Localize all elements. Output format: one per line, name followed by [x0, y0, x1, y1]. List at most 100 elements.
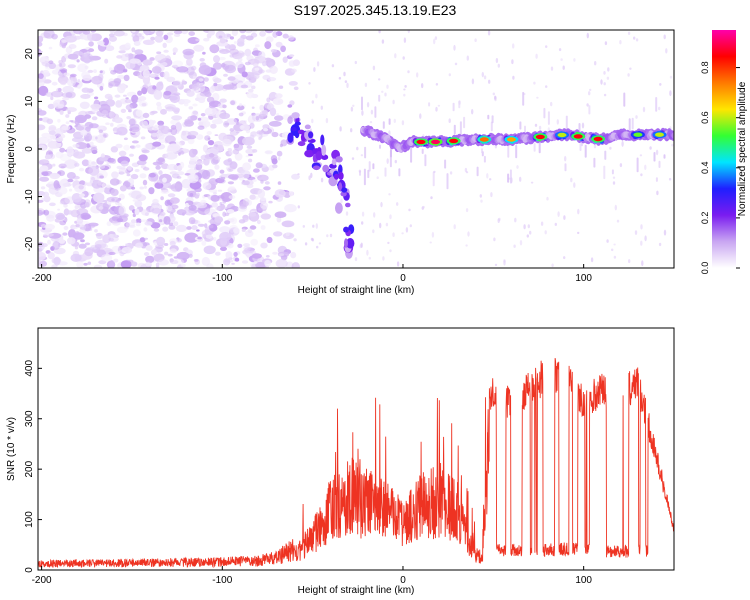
- noise-blob: [102, 132, 109, 138]
- noise-blob: [118, 83, 127, 91]
- noise-blob: [264, 30, 274, 34]
- noise-blob: [116, 218, 124, 223]
- noise-blob: [151, 132, 158, 137]
- noise-blob: [219, 112, 231, 120]
- noise-blob: [67, 237, 76, 245]
- noise-blob: [251, 85, 256, 90]
- faint-blob: [471, 108, 474, 115]
- noise-blob: [248, 212, 257, 217]
- noise-blob: [126, 116, 132, 120]
- faint-blob: [649, 146, 652, 150]
- noise-blob: [104, 58, 109, 64]
- faint-blob: [495, 58, 499, 63]
- faint-blob: [471, 78, 475, 85]
- noise-blob: [80, 53, 94, 63]
- noise-blob: [228, 174, 239, 180]
- noise-blob: [250, 238, 258, 246]
- noise-blob: [40, 186, 46, 190]
- noise-blob: [169, 248, 177, 254]
- faint-blob: [621, 140, 624, 147]
- faint-blob: [535, 53, 538, 59]
- noise-blob: [193, 259, 199, 262]
- noise-blob: [53, 180, 60, 189]
- noise-blob: [54, 133, 61, 138]
- noise-blob: [118, 50, 126, 54]
- faint-blob: [613, 243, 616, 246]
- noise-blob: [76, 261, 84, 268]
- faint-blob: [612, 181, 616, 185]
- faint-blob: [604, 41, 608, 46]
- noise-blob: [260, 179, 264, 184]
- faint-blob: [384, 92, 387, 97]
- faint-blob: [627, 31, 631, 35]
- faint-blob: [466, 55, 469, 61]
- noise-blob: [151, 126, 160, 131]
- faint-blob: [612, 176, 616, 179]
- faint-blob: [558, 48, 562, 52]
- noise-blob: [139, 237, 146, 243]
- faint-blob: [663, 229, 667, 236]
- noise-blob: [234, 152, 243, 161]
- faint-blob: [350, 106, 354, 112]
- noise-blob: [128, 205, 135, 211]
- faint-blob: [316, 245, 319, 249]
- noise-blob: [49, 172, 61, 180]
- noise-blob: [223, 258, 231, 266]
- noise-blob: [73, 30, 84, 35]
- faint-blob: [519, 240, 523, 246]
- noise-blob: [156, 158, 166, 165]
- noise-blob: [276, 216, 282, 223]
- noise-blob: [262, 74, 271, 80]
- noise-blob: [257, 207, 263, 212]
- noise-blob: [238, 112, 244, 117]
- noise-blob: [102, 199, 108, 203]
- faint-blob: [449, 171, 453, 175]
- noise-blob: [270, 49, 277, 53]
- faint-blob: [308, 175, 311, 181]
- noise-blob: [249, 194, 256, 200]
- noise-blob: [118, 167, 128, 174]
- noise-blob: [98, 129, 104, 133]
- noise-blob: [111, 171, 119, 179]
- noise-blob: [104, 93, 113, 100]
- noise-blob: [204, 153, 219, 160]
- streak: [611, 169, 614, 175]
- faint-blob: [642, 106, 646, 113]
- faint-blob: [320, 177, 324, 183]
- faint-blob: [486, 173, 489, 179]
- streak: [364, 146, 367, 159]
- noise-blob: [158, 136, 166, 144]
- noise-blob: [139, 186, 144, 190]
- noise-blob: [273, 231, 283, 237]
- noise-blob: [103, 37, 109, 46]
- faint-blob: [573, 182, 576, 188]
- faint-blob: [366, 249, 369, 256]
- noise-blob: [64, 159, 78, 169]
- noise-blob: [113, 117, 123, 124]
- faint-blob: [454, 62, 458, 66]
- noise-blob: [106, 184, 111, 188]
- noise-blob: [116, 226, 128, 233]
- snr-y-tick-label: 200: [24, 460, 35, 477]
- noise-blob: [59, 201, 65, 205]
- spectrogram-x-ticks: -200 -100 0 100: [32, 264, 592, 284]
- noise-blob: [113, 130, 117, 133]
- faint-blob: [434, 36, 438, 40]
- faint-blob: [465, 244, 468, 247]
- noise-blob: [50, 96, 54, 101]
- noise-blob: [263, 127, 269, 132]
- noise-blob: [186, 66, 195, 76]
- faint-blob: [315, 93, 318, 99]
- noise-blob: [172, 52, 176, 55]
- streak: [453, 124, 456, 135]
- noise-blob: [39, 165, 49, 172]
- noise-blob: [78, 185, 84, 190]
- streak: [368, 161, 371, 172]
- noise-blob: [272, 164, 278, 169]
- noise-blob: [176, 251, 190, 261]
- noise-blob: [44, 154, 52, 160]
- streak: [658, 160, 661, 168]
- noise-blob: [81, 159, 90, 167]
- noise-blob: [52, 163, 56, 167]
- noise-blob: [259, 104, 265, 111]
